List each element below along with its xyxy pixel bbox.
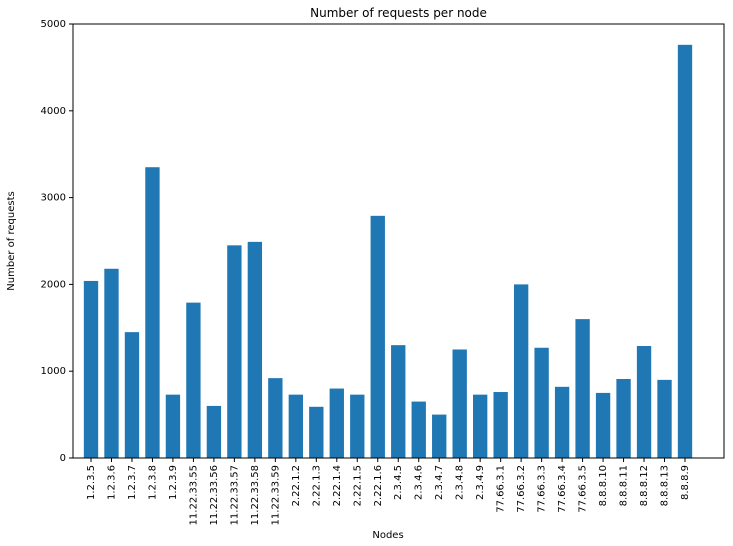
x-tick-label: 1.2.3.9 [168, 465, 179, 500]
x-tick-label: 8.8.8.10 [598, 465, 609, 506]
y-tick-label: 3000 [41, 193, 66, 204]
x-tick-label: 77.66.3.4 [557, 465, 568, 513]
bar [391, 345, 406, 458]
x-tick-label: 2.3.4.9 [475, 465, 486, 500]
x-tick-label: 77.66.3.2 [516, 465, 527, 513]
bar [186, 302, 201, 458]
x-tick-label: 11.22.33.58 [250, 465, 261, 525]
bar [227, 245, 242, 458]
bar [636, 346, 652, 458]
x-tick-label: 11.22.33.57 [229, 465, 240, 525]
bar [104, 268, 119, 458]
x-tick-label: 8.8.8.12 [639, 465, 650, 506]
bar [288, 394, 303, 458]
bar [124, 332, 140, 458]
x-tick-label: 2.3.4.8 [455, 465, 466, 500]
bar [370, 215, 385, 458]
y-axis-ticks: 0 1000 2000 3000 4000 5000 [41, 19, 73, 464]
x-tick-label: 8.8.8.13 [660, 465, 671, 506]
x-tick-label: 2.3.4.5 [393, 465, 404, 500]
x-tick-label: 2.22.1.3 [311, 465, 322, 506]
bar [452, 349, 467, 458]
y-tick-label: 2000 [41, 279, 66, 290]
x-axis-label: Nodes [372, 530, 403, 541]
bar [411, 401, 426, 458]
bar [677, 44, 693, 458]
x-tick-label: 1.2.3.7 [127, 465, 138, 500]
bar [350, 394, 365, 458]
y-axis-label: Number of requests [6, 191, 17, 290]
x-tick-label: 2.22.1.2 [291, 465, 302, 506]
x-tick-label: 2.22.1.4 [332, 465, 343, 506]
bar [83, 280, 99, 458]
bar [165, 394, 181, 458]
bar [247, 241, 263, 458]
bar [268, 378, 283, 458]
x-tick-label: 2.22.1.5 [352, 465, 363, 506]
x-tick-label: 8.8.8.11 [619, 465, 630, 506]
x-tick-label: 1.2.3.8 [147, 465, 158, 500]
y-tick-label: 1000 [41, 366, 66, 377]
x-tick-label: 2.3.4.7 [434, 465, 445, 500]
bar [575, 319, 590, 458]
x-tick-label: 11.22.33.56 [209, 465, 220, 525]
bar [432, 414, 447, 458]
plot-frame [72, 23, 725, 459]
bar [493, 392, 508, 458]
bar [554, 386, 570, 458]
x-tick-label: 1.2.3.5 [86, 465, 97, 500]
x-tick-label: 2.3.4.6 [414, 465, 425, 500]
bar [657, 379, 672, 458]
y-tick-label: 4000 [41, 106, 66, 117]
bar [534, 347, 549, 458]
x-tick-label: 77.66.3.1 [496, 465, 507, 513]
x-tick-label: 2.22.1.6 [373, 465, 384, 506]
bar [329, 388, 344, 458]
x-tick-label: 1.2.3.6 [106, 465, 117, 500]
chart-title: Number of requests per node [310, 6, 487, 20]
x-axis-ticks: 1.2.3.5 1.2.3.6 1.2.3.7 1.2.3.8 1.2.3.9 11.22… [86, 458, 691, 525]
x-tick-label: 77.66.3.3 [537, 465, 548, 513]
bar [595, 392, 611, 458]
bar [473, 394, 488, 458]
x-tick-label: 11.22.33.59 [270, 465, 281, 525]
x-tick-label: 8.8.8.9 [680, 465, 691, 500]
bar [309, 406, 324, 458]
bar [145, 167, 160, 458]
bar [513, 284, 529, 458]
x-tick-label: 77.66.3.5 [578, 465, 589, 513]
bar [616, 379, 631, 458]
bars-group [83, 44, 693, 458]
y-tick-label: 5000 [41, 19, 66, 30]
y-tick-label: 0 [60, 453, 66, 464]
x-tick-label: 11.22.33.55 [188, 465, 199, 525]
bar [206, 405, 222, 458]
